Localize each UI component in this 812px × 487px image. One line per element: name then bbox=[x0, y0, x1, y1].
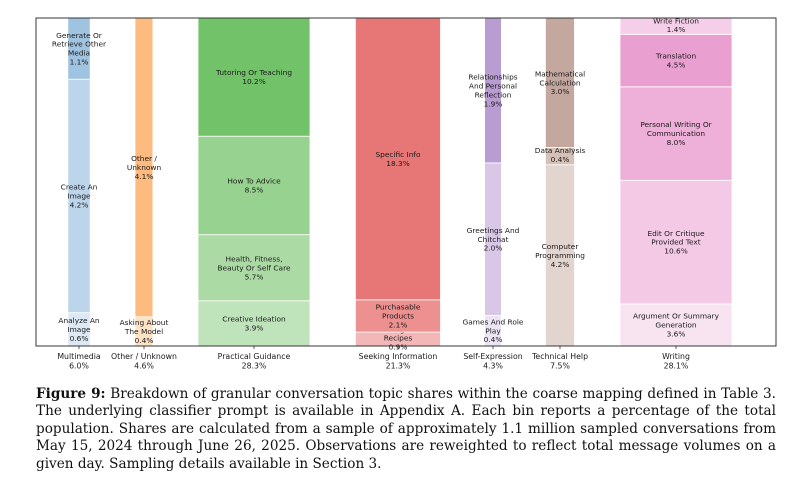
segment-label-creative-ideation: Creative Ideation 3.9% bbox=[222, 315, 286, 333]
bar-segment-writing-personal-writing-or-communication bbox=[619, 86, 733, 181]
bar-segment-practical-guidance-tutoring-or-teaching bbox=[197, 17, 311, 137]
stacked-bar-chart: Analyze An Image 0.6% Create An Image 4.2% Gen… bbox=[35, 16, 777, 370]
segment-label-mathematical-calculation: Mathematical Calculation 3.0% bbox=[535, 69, 585, 96]
category-label-other-unknown: Other / Unknown 4.6% bbox=[111, 352, 177, 370]
segment-label-create-an-image: Create An Image 4.2% bbox=[61, 183, 98, 210]
category-label-multimedia: Multimedia 6.0% bbox=[57, 352, 101, 370]
category-label-seeking-information: Seeking Information 21.3% bbox=[359, 352, 438, 370]
segment-label-personal-writing-or-communication: Personal Writing Or Communication 8.0% bbox=[640, 120, 712, 147]
bar-segment-writing-translation bbox=[619, 33, 733, 88]
segment-label-computer-programming: Computer Programming 4.2% bbox=[535, 242, 585, 269]
segment-label-purchasable-products: Purchasable Products 2.1% bbox=[376, 303, 421, 330]
segment-label-analyze-an-image: Analyze An Image 0.6% bbox=[58, 316, 100, 343]
caption-label: Figure 9: bbox=[36, 386, 106, 402]
bar-segment-technical-help-computer-programming bbox=[545, 164, 575, 347]
bar-segment-writing-argument-or-summary-generation bbox=[619, 303, 733, 347]
segment-label-translation: Translation 4.5% bbox=[655, 52, 697, 70]
bar-segment-seeking-information-purchasable-products bbox=[354, 299, 441, 333]
segment-label-specific-info: Specific Info 18.3% bbox=[375, 150, 421, 168]
segment-label-data-analysis: Data Analysis 0.4% bbox=[535, 146, 586, 164]
segment-label-generate-or-retrieve-other-media: Generate Or Retrieve Other Media 1.1% bbox=[52, 31, 107, 67]
segment-label-asking-about-the-model: Asking About The Model 0.4% bbox=[120, 318, 169, 345]
bar-segment-technical-help-mathematical-calculation bbox=[545, 17, 575, 148]
bar-segment-practical-guidance-how-to-advice bbox=[197, 135, 311, 236]
bar-segment-writing-edit-or-critique-provided-text bbox=[619, 179, 733, 305]
figure-caption: Figure 9: Breakdown of granular conversa… bbox=[36, 386, 776, 473]
segment-label-argument-or-summary-generation: Argument Or Summary Generation 3.6% bbox=[633, 312, 720, 339]
segment-label-edit-or-critique-provided-text: Edit Or Critique Provided Text 10.6% bbox=[648, 229, 705, 256]
category-label-writing: Writing 28.1% bbox=[662, 352, 690, 370]
category-label-practical-guidance: Practical Guidance 28.3% bbox=[218, 352, 291, 370]
segment-label-relationships-and-personal-reflection: Relationships And Personal Reflection 1.9% bbox=[468, 73, 517, 109]
segment-label-tutoring-or-teaching: Tutoring Or Teaching 10.2% bbox=[215, 68, 292, 86]
bar-segment-practical-guidance-creative-ideation bbox=[197, 300, 311, 347]
segment-label-games-and-role-play: Games And Role Play 0.4% bbox=[463, 317, 524, 344]
category-label-self-expression: Self-Expression 4.3% bbox=[463, 352, 522, 370]
category-label-technical-help: Technical Help 7.5% bbox=[531, 352, 588, 370]
segment-label-health-fitness-beauty-or-self-care: Health, Fitness, Beauty Or Self Care 5.7% bbox=[217, 254, 290, 281]
segment-label-greetings-and-chitchat: Greetings And Chitchat 2.0% bbox=[467, 226, 520, 253]
bar-segment-practical-guidance-health-fitness-beauty-or-self-care bbox=[197, 234, 311, 302]
plot-frame bbox=[35, 17, 777, 347]
caption-text: Breakdown of granular conversation topic… bbox=[36, 386, 776, 472]
segment-label-other-unknown: Other / Unknown 4.1% bbox=[127, 154, 162, 181]
bar-segment-seeking-information-specific-info bbox=[354, 17, 441, 301]
segment-label-how-to-advice: How To Advice 8.5% bbox=[227, 177, 281, 195]
segment-label-write-fiction: Write Fiction 1.4% bbox=[653, 16, 699, 34]
